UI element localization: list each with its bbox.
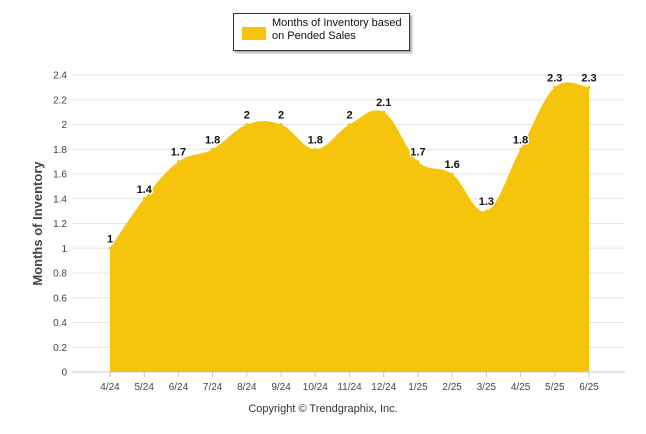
series-area xyxy=(110,82,589,373)
data-point xyxy=(416,160,420,164)
data-label: 1.8 xyxy=(513,134,528,146)
data-label: 1.8 xyxy=(308,134,323,146)
data-label: 2 xyxy=(278,110,284,122)
x-tick-label: 1/25 xyxy=(408,382,428,393)
data-label: 1.3 xyxy=(479,196,494,208)
y-tick-label: 1 xyxy=(61,244,67,255)
copyright-text: Copyright © Trendgraphix, Inc. xyxy=(248,403,398,415)
x-tick-label: 4/25 xyxy=(511,382,531,393)
x-tick-label: 8/24 xyxy=(237,382,257,393)
y-tick-label: 0.2 xyxy=(53,343,67,354)
data-label: 1 xyxy=(107,233,113,245)
x-tick-label: 3/25 xyxy=(477,382,497,393)
data-point xyxy=(553,85,557,89)
x-tick-label: 5/24 xyxy=(134,382,154,393)
data-label: 2.3 xyxy=(547,72,562,84)
y-axis-title: Months of Inventory xyxy=(30,161,45,286)
y-tick-label: 1.2 xyxy=(53,219,67,230)
data-point xyxy=(176,160,180,164)
data-point xyxy=(519,147,523,151)
x-tick-label: 10/24 xyxy=(303,382,328,393)
data-point xyxy=(245,123,249,126)
data-point xyxy=(313,147,317,151)
y-tick-label: 0.6 xyxy=(53,293,67,304)
data-label: 1.7 xyxy=(410,147,425,159)
x-tick-label: 6/25 xyxy=(579,382,599,393)
y-tick-label: 2.2 xyxy=(53,95,67,106)
data-point xyxy=(108,246,112,250)
data-point xyxy=(382,110,386,114)
y-tick-label: 1.4 xyxy=(53,194,67,205)
x-tick-label: 11/24 xyxy=(337,382,362,393)
x-tick-label: 9/24 xyxy=(271,382,291,393)
x-tick-label: 4/24 xyxy=(100,382,120,393)
x-tick-label: 2/25 xyxy=(442,382,462,393)
data-label: 2.1 xyxy=(376,97,391,109)
data-label: 2 xyxy=(244,110,250,122)
data-label: 1.7 xyxy=(171,147,186,159)
chart-legend: Months of Inventory based on Pended Sale… xyxy=(233,13,410,51)
data-label: 2 xyxy=(346,110,352,122)
x-tick-label: 7/24 xyxy=(203,382,223,393)
y-tick-label: 0.8 xyxy=(53,269,67,280)
legend-label: Months of Inventory based on Pended Sale… xyxy=(272,17,402,42)
data-point xyxy=(450,172,454,176)
x-tick-label: 6/24 xyxy=(169,382,189,393)
data-label: 1.4 xyxy=(137,184,153,196)
y-tick-label: 0.4 xyxy=(53,318,67,329)
data-label: 2.3 xyxy=(581,72,596,84)
y-tick-label: 2 xyxy=(61,120,67,131)
data-point xyxy=(587,85,591,89)
data-point xyxy=(211,147,215,151)
y-tick-label: 1.8 xyxy=(53,145,67,156)
legend-swatch xyxy=(242,27,266,40)
y-tick-label: 2.4 xyxy=(53,71,67,82)
data-point xyxy=(484,209,488,213)
y-tick-label: 1.6 xyxy=(53,170,67,181)
data-label: 1.6 xyxy=(444,159,459,171)
data-label: 1.8 xyxy=(205,134,220,146)
x-tick-label: 12/24 xyxy=(371,382,396,393)
x-tick-label: 5/25 xyxy=(545,382,565,393)
data-point xyxy=(348,123,351,126)
y-tick-label: 0 xyxy=(61,368,67,379)
data-point xyxy=(279,123,283,126)
data-point xyxy=(142,197,146,201)
